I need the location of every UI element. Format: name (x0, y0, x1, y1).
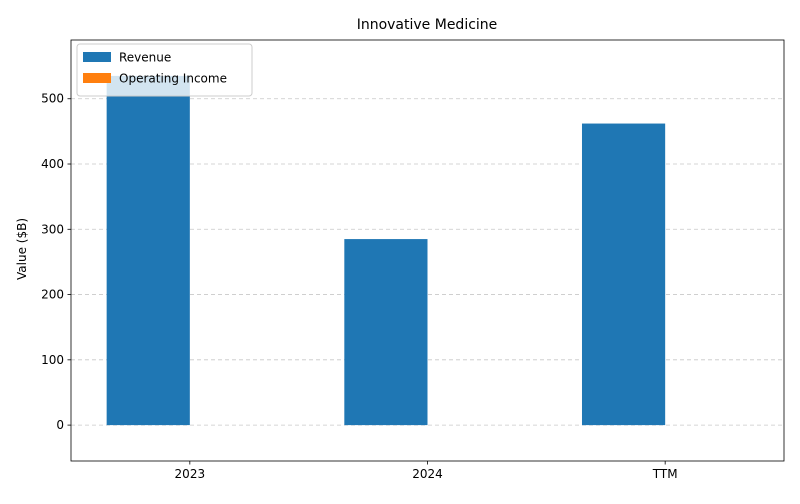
legend-label: Revenue (119, 51, 171, 65)
y-tick-label: 300 (41, 222, 64, 236)
legend: Revenue Operating Income (76, 43, 253, 97)
bar-revenue-ttm (581, 123, 666, 426)
y-axis: 0 100 200 300 400 500 (41, 92, 71, 432)
legend-box (76, 43, 253, 97)
y-tick-label: 100 (41, 353, 64, 367)
legend-label: Operating Income (119, 72, 227, 86)
y-tick-label: 0 (56, 418, 64, 432)
y-tick-label: 500 (41, 92, 64, 106)
y-tick-label: 200 (41, 288, 64, 302)
chart-title: Innovative Medicine (357, 17, 498, 33)
x-axis: 2023 2024 TTM (175, 461, 678, 481)
y-tick-label: 400 (41, 157, 64, 171)
bars (106, 75, 666, 426)
y-axis-label: Value ($B) (15, 218, 29, 280)
x-tick-label: TTM (652, 467, 678, 481)
legend-swatch (83, 73, 111, 83)
legend-swatch (83, 52, 111, 62)
x-tick-label: 2024 (412, 467, 443, 481)
bar-revenue-2024 (344, 239, 428, 426)
bar-revenue-2023 (106, 75, 190, 426)
x-tick-label: 2023 (175, 467, 206, 481)
